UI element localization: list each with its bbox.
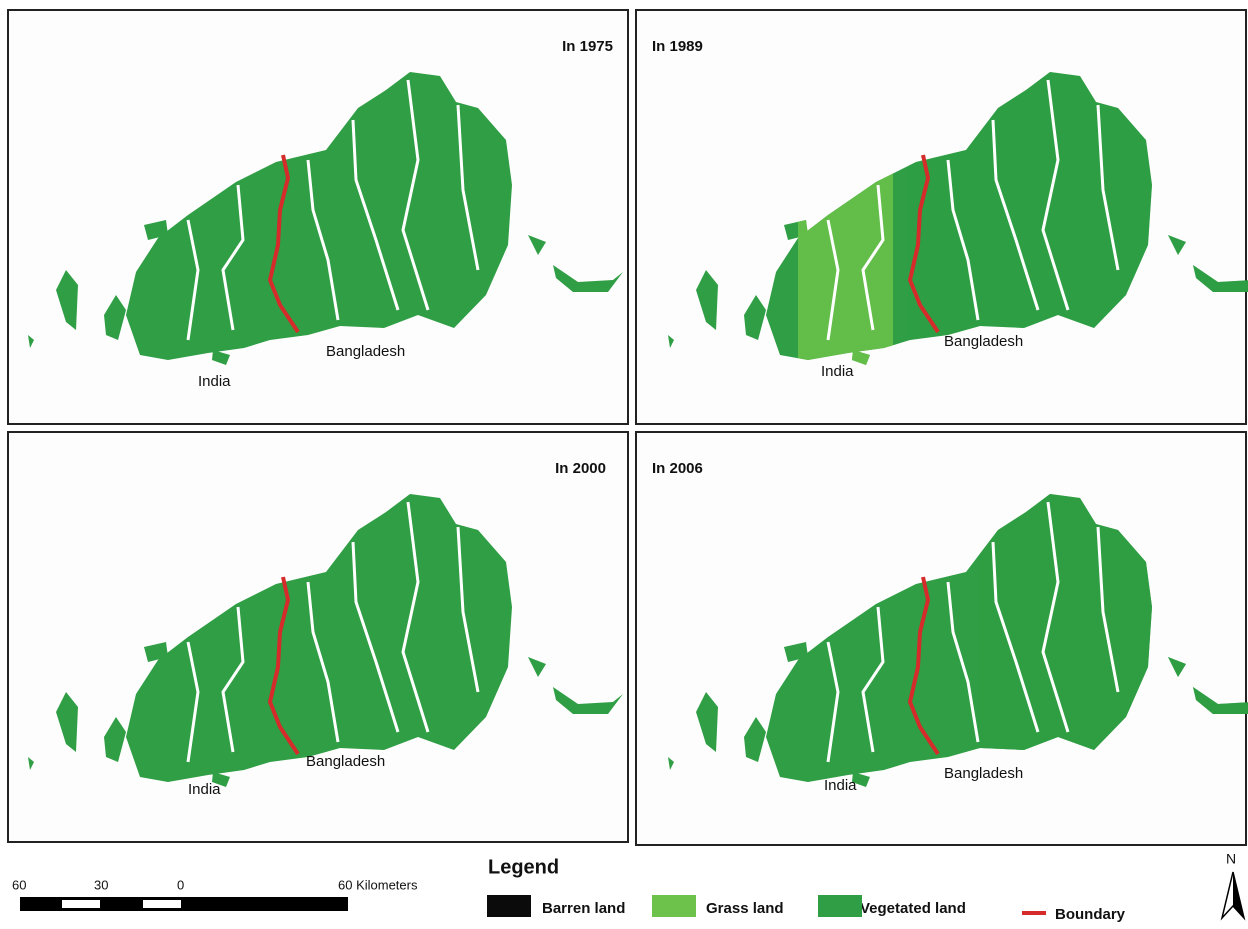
map-panel: In 1975 India Bangladesh [8,10,628,424]
place-label: Bangladesh [306,753,385,770]
map-panel: In 2000 India Bangladesh [8,432,628,842]
panel-title: In 1975 [562,38,613,55]
figure: In 1975 India Bangladesh In 1989 India Bangla… [0,0,1248,929]
scale-label: 60 [12,877,26,892]
panel-title: In 2000 [555,460,606,477]
place-label: India [198,373,231,390]
legend-swatch [818,895,862,917]
legend-title: Legend [488,856,559,878]
place-label: India [824,777,857,794]
legend-label: Grass land [706,900,784,917]
panel-title: In 1989 [652,38,703,55]
legend-swatch [652,895,696,917]
scale-label: 30 [94,877,108,892]
scale-label: 0 [177,877,184,892]
legend-label: Barren land [542,900,625,917]
place-label: India [188,781,221,798]
legend-swatch [487,895,531,917]
place-label: Bangladesh [944,333,1023,350]
legend-label: Boundary [1055,906,1126,923]
scale-bar-segment [62,900,100,908]
map-panel: In 1989 India Bangladesh [636,10,1248,424]
place-label: Bangladesh [326,343,405,360]
scale-bar-segment [143,900,181,908]
north-label: N [1226,851,1236,867]
map-panel: In 2006 India Bangladesh [636,432,1248,845]
place-label: India [821,363,854,380]
place-label: Bangladesh [944,765,1023,782]
legend-label: Vegetated land [860,900,966,917]
panel-title: In 2006 [652,460,703,477]
scale-label: 60 Kilometers [338,877,418,892]
